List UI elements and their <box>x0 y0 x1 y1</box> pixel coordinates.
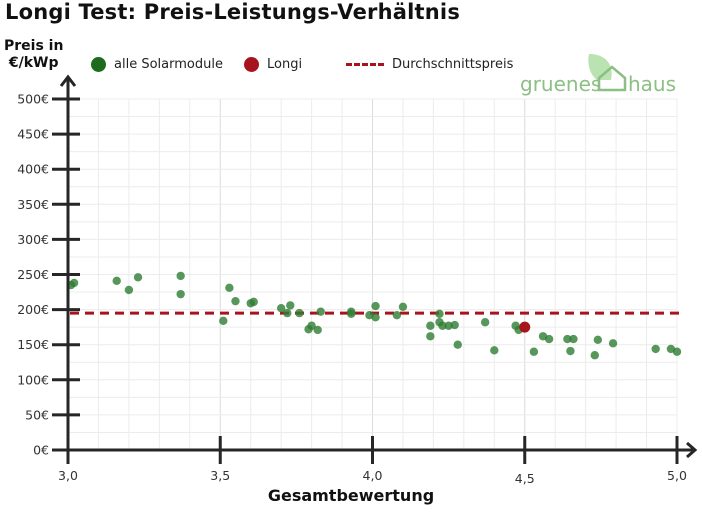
y-tick-label: 250€ <box>17 267 49 282</box>
module-data-point <box>490 346 499 355</box>
module-data-point <box>563 334 572 344</box>
y-tick-label: 0€ <box>33 443 49 458</box>
logo-text-gruenes: gruenes <box>520 72 602 96</box>
y-tick-label: 350€ <box>17 197 49 212</box>
module-data-point <box>438 321 447 330</box>
y-tick-label: 100€ <box>17 372 49 387</box>
legend-item-all-modules: alle Solarmodule <box>91 57 223 72</box>
y-tick-label: 200€ <box>17 302 49 317</box>
module-data-point <box>307 321 316 330</box>
red-dot-icon <box>244 57 259 72</box>
x-axis-arrow-icon <box>686 441 698 459</box>
module-data-point <box>313 325 322 335</box>
dashed-line-icon <box>346 63 384 66</box>
module-data-point <box>566 346 575 356</box>
module-data-point <box>276 303 286 313</box>
y-tick-label: 150€ <box>17 337 49 352</box>
module-data-point <box>69 278 79 288</box>
module-data-point <box>176 271 185 281</box>
y-axis-label-line2: €/kWp <box>8 55 59 71</box>
module-data-point <box>435 309 444 319</box>
module-data-point <box>295 308 304 318</box>
module-data-point <box>398 302 408 311</box>
y-axis-label: Preis in €/kWp <box>4 38 63 72</box>
module-data-point <box>444 321 453 330</box>
y-axis-arrow-icon <box>59 74 77 87</box>
module-data-point <box>651 344 660 354</box>
gruenes-haus-logo: gruenes haus <box>519 52 679 98</box>
module-data-point <box>593 335 603 344</box>
logo-text-haus: haus <box>628 72 677 96</box>
longi-data-point <box>519 321 531 333</box>
module-data-point <box>453 340 462 349</box>
house-leaf-icon <box>588 54 627 92</box>
legend-item-average: Durchschnittspreis <box>346 57 513 72</box>
module-data-point <box>124 285 134 295</box>
module-data-point <box>529 347 539 356</box>
module-data-point <box>283 308 292 318</box>
module-data-point <box>371 313 380 322</box>
module-data-point <box>392 311 402 320</box>
module-data-point <box>426 321 435 330</box>
module-data-point <box>450 320 459 330</box>
y-tick-label: 50€ <box>25 407 49 422</box>
grid-lines <box>68 98 678 450</box>
axes: 0€ 50€ 100€ 150€ 200€ 250€ 300€ 350€ 400€ 450€ 500… <box>17 74 698 486</box>
module-data-point <box>672 347 682 356</box>
module-data-point <box>569 334 578 344</box>
legend-label: alle Solarmodule <box>114 57 223 72</box>
green-dot-icon <box>91 57 106 72</box>
module-data-point <box>480 318 490 327</box>
legend-label: Durchschnittspreis <box>392 57 514 72</box>
module-data-point <box>225 283 234 293</box>
x-tick-label: 4,5 <box>515 471 535 486</box>
module-data-point <box>112 276 121 286</box>
legend-label: Longi <box>267 57 303 72</box>
module-data-point <box>176 289 185 299</box>
module-data-point <box>346 309 356 319</box>
y-tick-label: 500€ <box>17 92 49 107</box>
module-data-point <box>544 334 554 344</box>
module-data-point <box>371 301 380 311</box>
module-data-point <box>219 316 228 326</box>
module-data-point <box>249 297 258 307</box>
y-tick-label: 300€ <box>17 232 49 247</box>
chart-title: Longi Test: Preis-Leistungs-Verhältnis <box>5 0 461 24</box>
module-data-point <box>590 351 599 360</box>
module-data-point <box>316 307 325 316</box>
legend-item-longi: Longi <box>244 57 302 72</box>
x-tick-label: 4,0 <box>363 468 383 483</box>
module-data-point <box>286 301 295 310</box>
module-data-point <box>608 339 618 348</box>
module-data-point <box>231 296 240 306</box>
y-tick-label: 400€ <box>17 162 49 177</box>
module-data-point <box>133 273 143 282</box>
x-axis-label: Gesamtbewertung <box>267 486 435 505</box>
x-tick-label: 3,0 <box>58 468 78 483</box>
x-tick-label: 5,0 <box>667 468 687 483</box>
x-tick-label: 3,5 <box>210 468 230 483</box>
data-points <box>66 271 682 360</box>
y-axis-label-line1: Preis in <box>4 38 64 54</box>
module-data-point <box>426 332 435 341</box>
y-tick-label: 450€ <box>17 127 49 142</box>
